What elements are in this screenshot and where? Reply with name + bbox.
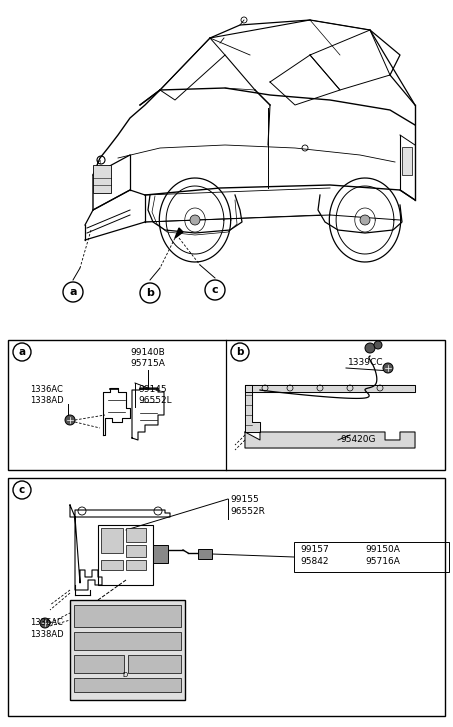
Text: c: c: [212, 285, 218, 295]
Bar: [70, 600, 185, 700]
Bar: [126, 528, 146, 542]
Bar: [8, 340, 445, 470]
Text: 95842: 95842: [300, 557, 328, 566]
Circle shape: [63, 282, 83, 302]
Text: 99150A: 99150A: [365, 545, 400, 554]
Text: 95715A: 95715A: [130, 359, 165, 368]
Polygon shape: [245, 385, 415, 392]
Bar: [126, 545, 146, 557]
Bar: [74, 605, 181, 627]
Text: 99155: 99155: [230, 495, 259, 504]
Text: c: c: [19, 485, 25, 495]
Circle shape: [190, 215, 200, 225]
Polygon shape: [175, 228, 183, 238]
Text: 99140B: 99140B: [130, 348, 165, 357]
Circle shape: [360, 215, 370, 225]
Circle shape: [65, 415, 75, 425]
Text: 95716A: 95716A: [365, 557, 400, 566]
Text: D: D: [122, 672, 128, 678]
Text: b: b: [146, 288, 154, 298]
Polygon shape: [245, 432, 415, 448]
Text: 99145: 99145: [138, 385, 167, 394]
Polygon shape: [245, 385, 260, 432]
Circle shape: [365, 343, 375, 353]
Circle shape: [383, 363, 393, 373]
Bar: [126, 560, 146, 570]
Text: b: b: [236, 347, 244, 357]
Circle shape: [205, 280, 225, 300]
Text: 1336AC: 1336AC: [30, 618, 63, 627]
Text: 1338AD: 1338AD: [30, 630, 63, 639]
Text: 1336AC: 1336AC: [30, 385, 63, 394]
Bar: [128, 655, 181, 673]
Circle shape: [13, 481, 31, 499]
Text: a: a: [69, 287, 77, 297]
Bar: [101, 560, 123, 570]
Circle shape: [231, 343, 249, 361]
Bar: [8, 478, 445, 716]
Text: 96552L: 96552L: [138, 396, 172, 405]
Text: 95420G: 95420G: [340, 435, 376, 444]
Text: a: a: [19, 347, 25, 357]
Circle shape: [374, 341, 382, 349]
Text: 1339CC: 1339CC: [348, 358, 384, 367]
Text: 99157: 99157: [300, 545, 329, 554]
Bar: [98, 525, 153, 585]
Text: 96552R: 96552R: [230, 507, 265, 516]
Text: 1338AD: 1338AD: [30, 396, 63, 405]
Bar: [198, 549, 212, 559]
Bar: [74, 678, 181, 692]
Bar: [402, 147, 412, 175]
Circle shape: [13, 343, 31, 361]
Bar: [74, 632, 181, 650]
Text: H: H: [97, 159, 101, 164]
Bar: [101, 528, 123, 553]
Bar: [294, 542, 449, 572]
Bar: [74, 655, 124, 673]
Bar: [93, 165, 111, 193]
Bar: [153, 545, 168, 563]
Circle shape: [140, 283, 160, 303]
Circle shape: [40, 618, 50, 628]
